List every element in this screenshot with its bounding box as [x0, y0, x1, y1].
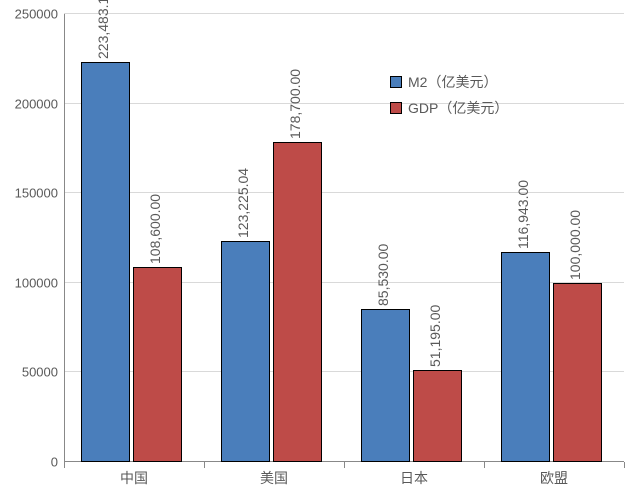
bar-value-label: 51,195.00 [427, 305, 443, 367]
y-axis-label: 0 [51, 455, 64, 470]
chart-container: 050000100000150000200000250000中国223,483.… [0, 0, 640, 500]
bar-value-label: 85,530.00 [375, 243, 391, 305]
bar-m2: 223,483.15 [81, 62, 130, 462]
y-axis-label: 50000 [22, 365, 64, 380]
bar-value-label: 100,000.00 [567, 210, 583, 280]
x-axis-label: 欧盟 [540, 462, 568, 488]
bar-value-label: 108,600.00 [147, 194, 163, 264]
x-tick [624, 462, 625, 468]
bar-m2: 123,225.04 [221, 241, 270, 462]
grid-line [64, 13, 624, 14]
legend-item: M2（亿美元） [390, 72, 508, 92]
y-axis-line [64, 14, 65, 462]
x-tick [204, 462, 205, 468]
plot-area: 050000100000150000200000250000中国223,483.… [64, 14, 624, 462]
bar-gdp: 51,195.00 [413, 370, 462, 462]
bar-value-label: 178,700.00 [287, 69, 303, 139]
bar-gdp: 100,000.00 [553, 283, 602, 462]
bar-gdp: 178,700.00 [273, 142, 322, 462]
bar-m2: 85,530.00 [361, 309, 410, 462]
y-axis-label: 150000 [15, 186, 64, 201]
bar-value-label: 116,943.00 [515, 180, 531, 249]
x-tick [484, 462, 485, 468]
legend-label: GDP（亿美元） [408, 98, 508, 118]
x-tick [344, 462, 345, 468]
y-axis-label: 200000 [15, 96, 64, 111]
x-tick [64, 462, 65, 468]
bar-value-label: 223,483.15 [95, 0, 111, 59]
legend-swatch [390, 102, 402, 114]
x-axis-label: 美国 [260, 462, 288, 488]
x-axis-label: 中国 [120, 462, 148, 488]
y-axis-label: 100000 [15, 275, 64, 290]
legend-item: GDP（亿美元） [390, 98, 508, 118]
bar-gdp: 108,600.00 [133, 267, 182, 462]
grid-line [64, 103, 624, 104]
legend: M2（亿美元） GDP（亿美元） [390, 72, 508, 118]
x-axis-label: 日本 [400, 462, 428, 488]
y-axis-label: 250000 [15, 7, 64, 22]
bar-m2: 116,943.00 [501, 252, 550, 462]
bar-value-label: 123,225.04 [235, 168, 251, 238]
legend-label: M2（亿美元） [408, 72, 497, 92]
legend-swatch [390, 76, 402, 88]
